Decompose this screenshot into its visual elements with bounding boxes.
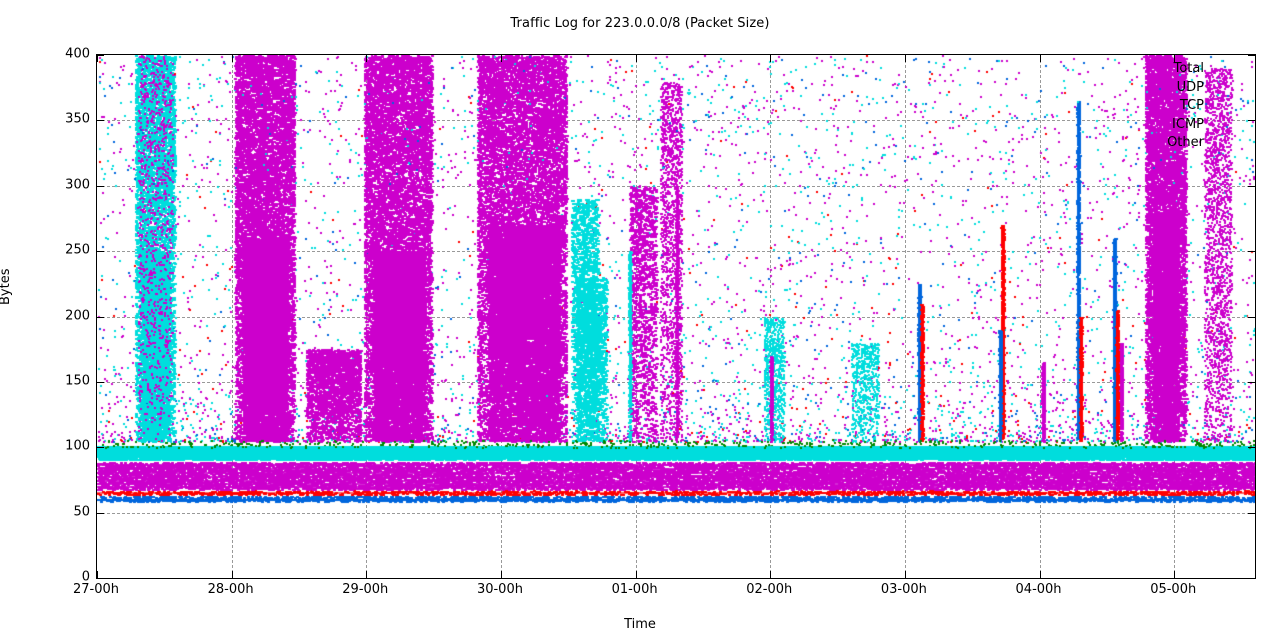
axis-ticks — [97, 55, 1255, 578]
plot-area — [96, 54, 1256, 579]
y-tick-mark — [97, 447, 104, 449]
y-tick-label: 300 — [65, 177, 90, 193]
scatter-points — [97, 55, 1255, 578]
y-tick-label: 50 — [73, 504, 90, 520]
y-tick-mark — [1248, 316, 1255, 318]
legend: Total UDP TCP ICMP Other — [1167, 60, 1204, 153]
y-tick-label: 0 — [81, 569, 90, 585]
y-tick-mark — [97, 55, 104, 56]
y-tick-label: 350 — [65, 111, 90, 127]
y-tick-label: 250 — [65, 242, 90, 258]
legend-item: TCP — [1179, 98, 1204, 113]
y-tick-label: 100 — [65, 438, 90, 454]
y-tick-mark — [97, 120, 104, 122]
y-tick-mark — [1248, 381, 1255, 383]
legend-item: UDP — [1176, 79, 1204, 95]
y-axis-title: Bytes — [0, 268, 13, 305]
y-tick-mark — [97, 185, 104, 187]
x-tick-label: 30-00h — [476, 582, 523, 597]
x-tick-mark — [770, 571, 772, 578]
x-axis-title: Time — [624, 617, 656, 632]
legend-item: ICMP — [1172, 116, 1204, 132]
x-tick-mark — [231, 571, 233, 578]
y-tick-mark — [97, 316, 104, 318]
x-tick-label: 02-00h — [746, 582, 793, 597]
x-tick-mark — [635, 571, 637, 578]
x-tick-mark — [1039, 571, 1041, 578]
x-tick-mark — [500, 571, 502, 578]
y-tick-mark — [1248, 120, 1255, 122]
x-tick-label: 27-00h — [72, 582, 119, 597]
y-tick-mark — [1248, 251, 1255, 253]
x-tick-label: 28-00h — [207, 582, 254, 597]
x-tick-mark — [366, 55, 368, 62]
x-tick-mark — [1174, 55, 1176, 62]
x-tick-mark — [500, 55, 502, 62]
x-tick-mark — [231, 55, 233, 62]
x-tick-mark — [635, 55, 637, 62]
x-tick-mark — [97, 571, 98, 578]
x-tick-mark — [904, 55, 906, 62]
x-tick-mark — [97, 55, 98, 62]
y-tick-mark — [1248, 578, 1255, 579]
y-tick-label: 200 — [65, 308, 90, 323]
legend-item: Total — [1173, 61, 1204, 76]
x-tick-mark — [1039, 55, 1041, 62]
x-tick-mark — [366, 571, 368, 578]
x-tick-mark — [1174, 571, 1176, 578]
y-tick-mark — [1248, 185, 1255, 187]
x-tick-mark — [904, 571, 906, 578]
x-tick-label: 04-00h — [1015, 582, 1062, 597]
x-tick-label: 29-00h — [342, 582, 389, 597]
y-tick-mark — [97, 251, 104, 253]
x-tick-mark — [770, 55, 772, 62]
chart-title: Traffic Log for 223.0.0.0/8 (Packet Size… — [510, 16, 770, 31]
x-tick-label: 03-00h — [880, 582, 927, 597]
y-tick-label: 400 — [65, 46, 90, 62]
x-tick-label: 01-00h — [611, 582, 658, 597]
legend-item: Other — [1167, 135, 1204, 150]
x-tick-label: 05-00h — [1150, 582, 1197, 597]
y-tick-label: 150 — [65, 373, 90, 389]
y-tick-mark — [97, 381, 104, 383]
y-tick-mark — [1248, 447, 1255, 449]
y-tick-mark — [1248, 55, 1255, 56]
y-tick-mark — [1248, 512, 1255, 514]
y-tick-mark — [97, 512, 104, 514]
y-tick-mark — [97, 578, 104, 579]
